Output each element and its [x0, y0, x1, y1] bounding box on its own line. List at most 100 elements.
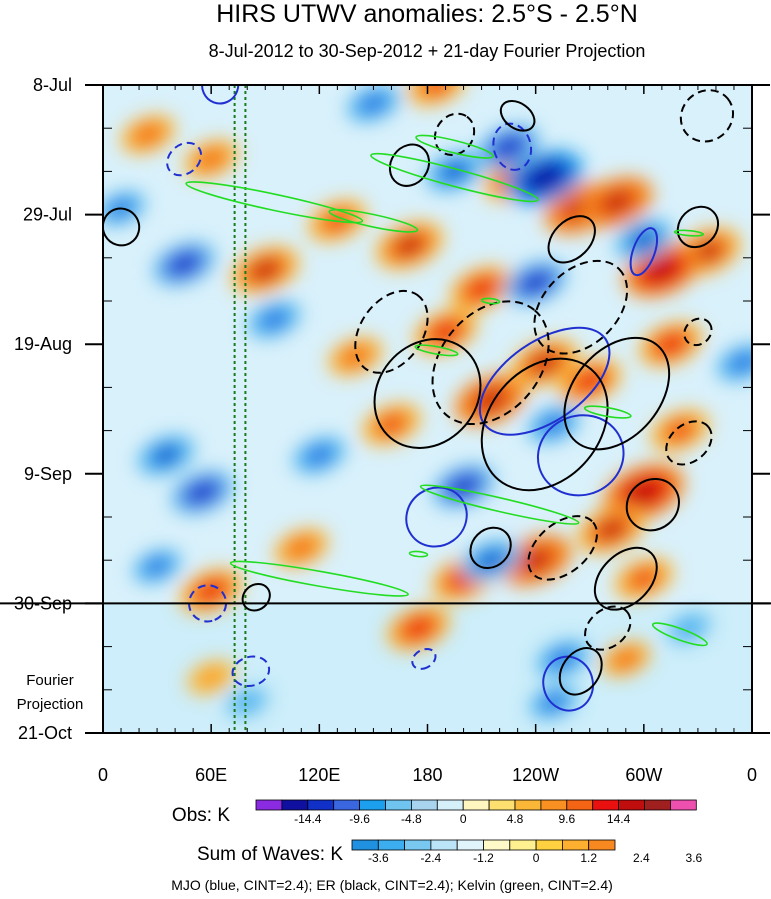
waves-colorbar-tick-label-5: 2.4	[633, 851, 650, 865]
anomaly-blob-2-2	[602, 192, 632, 213]
er-contour-27	[431, 300, 550, 426]
mjo-contour-2	[536, 414, 625, 497]
waves-colorbar-swatch-8	[562, 839, 590, 851]
waves-colorbar-swatch-0	[351, 839, 379, 851]
obs-colorbar-swatch-1	[281, 799, 309, 811]
er-contour-26	[354, 289, 429, 374]
anomaly-blob-21-2	[137, 126, 159, 143]
waves-colorbar-swatch-6	[509, 839, 537, 851]
er-contour-19	[625, 477, 680, 532]
anomaly-blob-34-2	[171, 254, 197, 273]
waves-colorbar-swatch-3	[430, 839, 458, 851]
waves-colorbar-swatch-1	[377, 839, 405, 851]
mjo-contour-9	[492, 122, 533, 171]
anomaly-blob-33-2	[522, 273, 549, 292]
er-contour-16	[563, 336, 671, 451]
obs-colorbar-swatch-9	[488, 799, 516, 811]
obs-colorbar-swatch-6	[410, 799, 438, 811]
legend-caption: MJO (blue, CINT=2.4); ER (black, CINT=2.…	[171, 877, 613, 893]
anomaly-blob-13-2	[597, 519, 625, 539]
er-contour-13	[499, 100, 536, 132]
obs-colorbar-swatch-2	[307, 799, 335, 811]
waves-colorbar-swatch-9	[588, 839, 616, 851]
er-contour-15	[480, 357, 609, 492]
mjo-contour-6	[166, 141, 203, 177]
er-contour-20	[469, 526, 512, 569]
anomaly-blob-22-2	[344, 348, 367, 365]
reference-lines	[233, 85, 247, 733]
waves-colorbar: Sum of Waves: K -3.6 -2.4 -1.2 0 1.2 2.4 3.6	[197, 839, 703, 865]
mjo-contour-10	[411, 647, 437, 670]
anomaly-blob-4-2	[395, 235, 424, 256]
x-tick-label-3: 180	[412, 765, 442, 785]
anomaly-blob-45-2	[732, 354, 752, 371]
kelvin-contour-43	[480, 297, 501, 305]
anomaly-blob-38-2	[478, 551, 503, 569]
er-contour-29	[665, 420, 713, 466]
waves-colorbar-tick-label-3: 0	[533, 851, 540, 865]
x-tick-label-2: 120E	[298, 765, 340, 785]
y-tick-label-2: 19-Aug	[14, 334, 72, 354]
anomaly-blob-20-2	[200, 151, 223, 167]
er-contour-22	[558, 647, 603, 696]
plot-area: 0 60E 120E 180 120W 60W 0 8-Jul 29-Jul 19-Aug 9-Se…	[0, 75, 771, 785]
anomaly-blob-44-2	[147, 559, 168, 574]
waves-colorbar-label: Sum of Waves: K	[197, 844, 343, 865]
y-tick-label-1: 29-Jul	[23, 205, 72, 225]
er-contour-11	[103, 207, 141, 247]
axes: 0 60E 120E 180 120W 60W 0 8-Jul 29-Jul 19-Aug 9-Se…	[14, 75, 770, 785]
anomaly-blob-26-2	[615, 651, 636, 667]
obs-colorbar-tick-label-3: 0	[460, 812, 467, 826]
anomaly-blob-30-2	[529, 166, 561, 189]
obs-colorbar-swatch-5	[385, 799, 412, 811]
obs-colorbar-swatch-14	[618, 799, 645, 811]
obs-colorbar-tick-label-2: -4.8	[401, 812, 422, 826]
obs-colorbar-tick-label-1: -9.6	[349, 812, 370, 826]
obs-colorbar-tick-label-5: 9.6	[558, 812, 575, 826]
obs-colorbar-swatch-16	[670, 799, 697, 811]
obs-colorbar-swatch-10	[514, 799, 542, 811]
er-contour-17	[547, 215, 596, 264]
anomaly-blob-31-2	[495, 137, 522, 156]
mjo-contour-8	[231, 655, 271, 688]
obs-colorbar-swatch-0	[255, 799, 283, 811]
mjo-contour-7	[188, 584, 228, 623]
anomaly-blob-47-2	[551, 651, 574, 667]
waves-colorbar-swatch-2	[404, 839, 432, 851]
x-tick-label-5: 60W	[625, 765, 662, 785]
anomaly-blob-42-2	[263, 311, 286, 328]
mjo-contour-3	[405, 486, 468, 548]
obs-colorbar: Obs: K -14.4 -9.6 -4.8 0 4.8 9.6 14.4	[172, 799, 697, 826]
er-contour-31	[584, 605, 632, 651]
wave-contours	[103, 85, 735, 712]
obs-colorbar-swatch-13	[592, 799, 620, 811]
kelvin-contour-40	[229, 560, 409, 597]
y-tick-label-0: 8-Jul	[33, 75, 72, 95]
projection-label-line-1: Fourier	[26, 672, 74, 689]
obs-colorbar-swatch-3	[333, 799, 361, 811]
obs-colorbar-tick-label-4: 4.8	[507, 812, 524, 826]
anomaly-blob-25-2	[290, 540, 313, 556]
x-tick-label-1: 60E	[195, 765, 227, 785]
obs-colorbar-swatch-11	[540, 799, 568, 811]
obs-colorbar-label: Obs: K	[172, 805, 230, 826]
obs-colorbar-tick-label-0: -14.4	[294, 812, 322, 826]
kelvin-contour-33	[185, 181, 364, 224]
mjo-contour-4	[542, 655, 594, 712]
obs-colorbar-swatch-7	[436, 799, 464, 811]
waves-colorbar-tick-label-0: -3.6	[368, 851, 389, 865]
kelvin-contour-35	[415, 134, 494, 159]
y-tick-label-5: 21-Oct	[18, 723, 72, 743]
mjo-contour-0	[629, 227, 659, 277]
anomaly-blob-7-2	[658, 335, 684, 354]
kelvin-contour-42	[673, 229, 705, 237]
waves-colorbar-tick-label-1: -2.4	[421, 851, 442, 865]
anomaly-blob-17-2	[405, 619, 432, 638]
anomaly-blob-29-2	[379, 416, 404, 433]
obs-colorbar-swatch-8	[462, 799, 490, 811]
anomaly-blob-10-2	[531, 353, 559, 373]
anomaly-blob-41-2	[362, 95, 385, 112]
waves-colorbar-tick-label-4: 1.2	[580, 851, 597, 865]
y-tick-label-4: 30-Sep	[14, 593, 72, 613]
waves-colorbar-swatch-7	[535, 839, 563, 851]
